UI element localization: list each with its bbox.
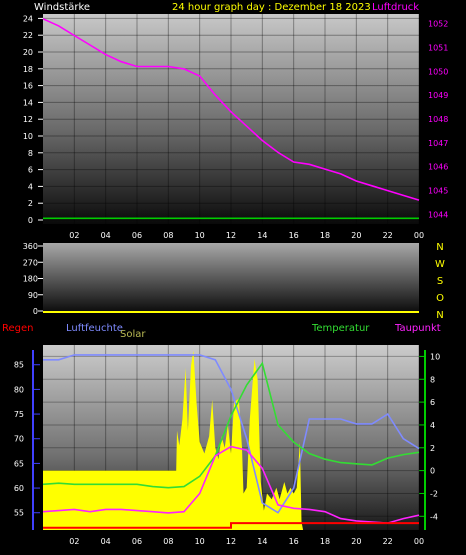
y-right-tick-label: 1047: [428, 139, 448, 148]
y-left-tick-label: 20: [23, 48, 33, 57]
dewpoint-label: Taupunkt: [394, 323, 441, 334]
y-right-tick-label: 1046: [428, 163, 448, 172]
y-right-tick-label: 6: [430, 398, 435, 407]
x-tick-label: 02: [69, 537, 79, 546]
y-left-tick-label: 85: [14, 361, 24, 370]
series-area-solar: [43, 350, 419, 530]
y-left-tick-label: 90: [28, 291, 38, 300]
y-left-tick-label: 24: [23, 14, 33, 23]
pressure-label: Luftdruck: [372, 2, 419, 13]
y-left-tick-label: 4: [28, 182, 33, 191]
y-left-tick-label: 0: [28, 216, 33, 225]
pressure-wind-plot-area: [43, 14, 419, 224]
y-left-tick-label: 60: [14, 484, 24, 493]
y-right-tick-label: 1045: [428, 187, 448, 196]
y-right-tick-label: -4: [430, 512, 438, 521]
temperature-label: Temperatur: [311, 323, 370, 334]
x-tick-label: 12: [226, 537, 236, 546]
y-right-tick-label: 10: [430, 352, 440, 361]
x-tick-label: 14: [257, 231, 267, 240]
y-left-tick-label: 180: [23, 275, 38, 284]
direction-letter: N: [436, 242, 443, 253]
y-left-tick-label: 10: [23, 132, 33, 141]
x-tick-label: 00: [414, 231, 424, 240]
y-left-tick-label: 6: [28, 166, 33, 175]
y-left-tick-label: 18: [23, 65, 33, 74]
x-tick-label: 20: [351, 231, 361, 240]
x-tick-label: 14: [257, 537, 267, 546]
chart-title: 24 hour graph day : Dezember 18 2023: [172, 2, 371, 13]
wind-direction-plot-area: [43, 243, 419, 313]
y-left-tick-label: 12: [23, 115, 33, 124]
y-left-tick-label: 0: [33, 307, 38, 316]
direction-letter: S: [437, 276, 443, 287]
y-right-tick-label: 1052: [428, 20, 448, 29]
x-tick-label: 16: [289, 537, 299, 546]
direction-letter: W: [435, 259, 445, 270]
x-tick-label: 22: [383, 537, 393, 546]
solar-label: Solar: [120, 329, 146, 340]
series-line-temperatur: [42, 361, 420, 489]
y-left-tick-label: 360: [23, 242, 38, 251]
y-right-tick-label: 1044: [428, 210, 448, 219]
x-tick-label: 22: [383, 231, 393, 240]
y-left-tick-label: 22: [23, 31, 33, 40]
y-right-tick-label: 1050: [428, 67, 448, 76]
x-tick-label: 10: [195, 231, 205, 240]
y-right-tick-label: 1048: [428, 115, 448, 124]
series-line-taupunkt: [42, 445, 420, 524]
x-tick-label: 08: [163, 231, 173, 240]
direction-letter: O: [436, 293, 444, 304]
x-tick-label: 16: [289, 231, 299, 240]
x-tick-label: 06: [132, 537, 142, 546]
x-tick-label: 02: [69, 231, 79, 240]
x-tick-label: 04: [101, 537, 111, 546]
y-left-tick-label: 16: [23, 82, 33, 91]
y-left-tick-label: 75: [14, 410, 24, 419]
y-left-tick-label: 55: [14, 509, 24, 518]
y-left-tick-label: 2: [28, 199, 33, 208]
series-line-luftdruck: [42, 18, 420, 201]
y-left-tick-label: 8: [28, 149, 33, 158]
y-right-tick-label: 1051: [428, 43, 448, 52]
x-tick-label: 10: [195, 537, 205, 546]
x-tick-label: 04: [101, 231, 111, 240]
rain-label: Regen: [2, 323, 34, 334]
y-right-tick-label: -2: [430, 489, 438, 498]
y-right-tick-label: 0: [430, 467, 435, 476]
y-left-tick-label: 65: [14, 459, 24, 468]
x-tick-label: 18: [320, 537, 330, 546]
x-tick-label: 12: [226, 231, 236, 240]
y-right-tick-label: 2: [430, 444, 435, 453]
x-tick-label: 06: [132, 231, 142, 240]
wind-strength-label: Windstärke: [34, 2, 90, 13]
y-right-tick-label: 4: [430, 421, 435, 430]
x-tick-label: 20: [351, 537, 361, 546]
y-left-tick-label: 80: [14, 385, 24, 394]
series-line-regen: [43, 522, 419, 529]
x-tick-label: 18: [320, 231, 330, 240]
x-tick-label: 00: [414, 537, 424, 546]
humidity-label: Luftfeuchte: [66, 323, 123, 334]
direction-letter: N: [436, 310, 443, 321]
y-right-tick-label: 8: [430, 375, 435, 384]
y-left-tick-label: 70: [14, 435, 24, 444]
x-tick-label: 08: [163, 537, 173, 546]
y-right-tick-label: 1049: [428, 91, 448, 100]
y-left-tick-label: 14: [23, 98, 33, 107]
y-left-tick-label: 270: [23, 258, 38, 267]
series-line-luftfeuchte: [43, 354, 420, 514]
